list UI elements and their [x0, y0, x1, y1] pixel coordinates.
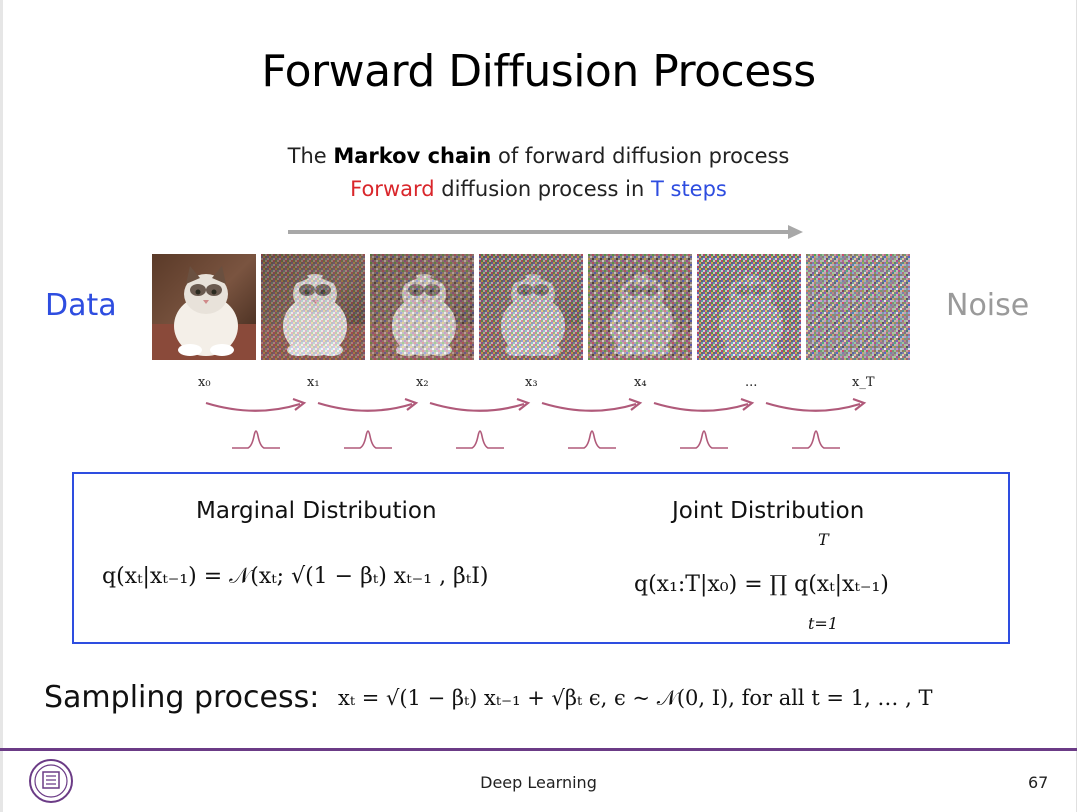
university-seal-icon [29, 759, 73, 803]
footer-page-number: 67 [1028, 773, 1049, 792]
image-xT [806, 254, 910, 360]
sampling-formula: xₜ = √(1 − βₜ) xₜ₋₁ + √βₜ ϵ, ϵ ~ 𝒩(0, I)… [338, 686, 933, 710]
label-x1: x₁ [307, 375, 320, 390]
image-x0 [152, 254, 256, 360]
data-label: Data [45, 288, 117, 323]
subtitle-forward: Forward [350, 177, 435, 201]
label-x0: x₀ [198, 375, 211, 390]
marginal-heading: Marginal Distribution [196, 498, 437, 524]
footer-course-title: Deep Learning [480, 773, 597, 792]
subtitle-middle: diffusion process in [434, 177, 651, 201]
label-x4: x₄ [634, 375, 647, 390]
subtitle-forward-steps: Forward diffusion process in T steps [0, 177, 1077, 201]
slide-left-border [0, 0, 3, 812]
label-xT: x_T [852, 375, 875, 390]
subtitle-prefix: The [287, 144, 334, 168]
diffusion-chain-graphic: x₀ x₁ x₂ x₃ x₄ ... x_T [152, 225, 910, 449]
subtitle-suffix: of forward diffusion process [491, 144, 790, 168]
transition-4 [541, 397, 643, 449]
label-ellipsis: ... [745, 375, 757, 390]
image-x5 [697, 254, 801, 360]
transition-2 [317, 397, 419, 449]
product-upper-limit: T [818, 530, 829, 549]
label-x2: x₂ [416, 375, 429, 390]
image-x1 [261, 254, 365, 360]
marginal-formula: q(xₜ|xₜ₋₁) = 𝒩(xₜ; √(1 − βₜ) xₜ₋₁ , βₜI) [102, 564, 489, 589]
transition-6 [765, 397, 867, 449]
image-x3 [479, 254, 583, 360]
transition-1 [205, 397, 307, 449]
image-x2 [370, 254, 474, 360]
transition-3 [429, 397, 531, 449]
joint-heading: Joint Distribution [672, 498, 865, 524]
label-x3: x₃ [525, 375, 538, 390]
subtitle-markov-chain: The Markov chain of forward diffusion pr… [0, 144, 1077, 168]
slide-title: Forward Diffusion Process [261, 46, 816, 97]
joint-formula: q(x₁:T|x₀) = ∏ q(xₜ|xₜ₋₁) [634, 572, 889, 597]
noise-label: Noise [946, 288, 1030, 323]
subtitle-markov-chain-strong: Markov chain [333, 144, 492, 168]
sampling-label: Sampling process: [44, 680, 320, 715]
transition-5 [653, 397, 755, 449]
process-arrowhead-icon [788, 225, 803, 239]
subtitle-t-steps: T steps [651, 177, 727, 201]
footer-divider [0, 748, 1077, 751]
image-x4 [588, 254, 692, 360]
distribution-box [72, 472, 1010, 644]
product-lower-limit: t=1 [808, 614, 839, 633]
